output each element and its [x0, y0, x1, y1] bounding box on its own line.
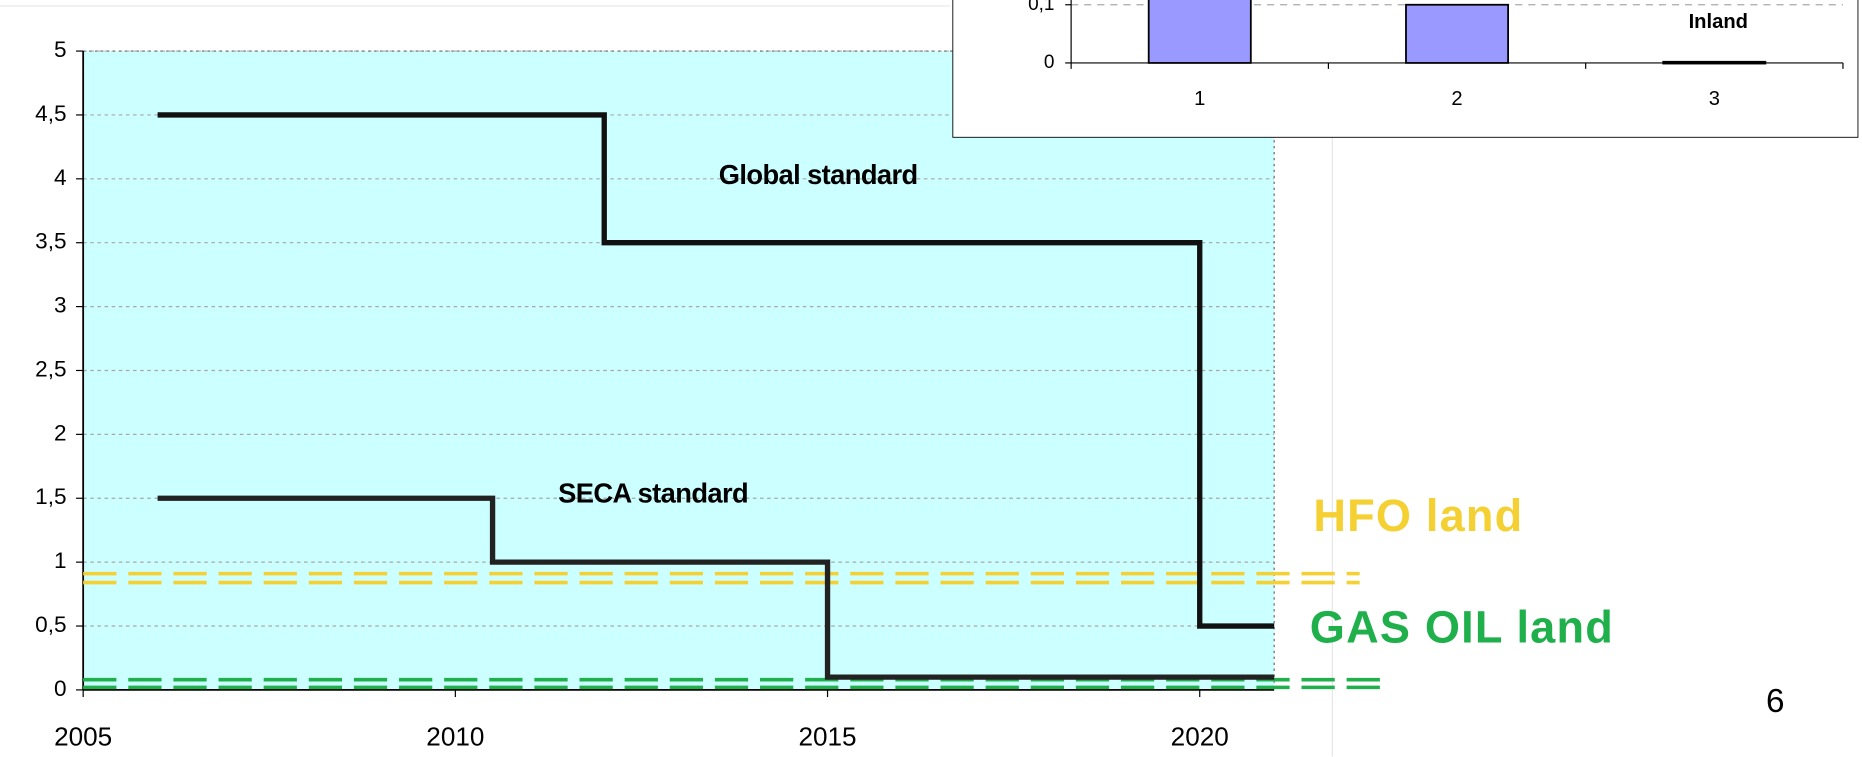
x-tick-label: 2015: [798, 722, 856, 752]
x-tick-label: 2020: [1171, 722, 1229, 752]
y-tick-label: 1: [54, 548, 67, 573]
y-tick-label: 4,5: [35, 101, 66, 126]
reference-label: GAS OIL land: [1310, 601, 1614, 652]
x-tick-label: 3: [1709, 88, 1720, 110]
bar: [1405, 3, 1509, 64]
y-tick-label: 0,5: [35, 612, 66, 637]
y-tick-label: 5: [54, 37, 67, 62]
y-tick-label: 2: [54, 420, 67, 445]
y-tick-label: 3: [54, 293, 67, 318]
x-tick-label: 2010: [426, 722, 484, 752]
x-tick-label: 2005: [54, 722, 112, 752]
y-tick-label: 1,5: [35, 484, 66, 509]
x-tick-label: 1: [1194, 88, 1205, 110]
main-chart: 0 0,5 1 1,5 2 2,5 3 3,5 4 4,5 5 2005 2010 2015 2020 Glo…: [35, 37, 1784, 751]
x-tick-label: 2: [1451, 88, 1462, 110]
page-number: 6: [1766, 683, 1784, 720]
y-tick-label: 4: [54, 165, 67, 190]
reference-label: HFO land: [1313, 490, 1523, 541]
annotation: Inland: [1689, 11, 1748, 33]
y-tick-label: 2,5: [35, 356, 66, 381]
y-tick-label: 0: [54, 676, 67, 701]
series-line: [157, 495, 1275, 680]
bar: [1662, 60, 1767, 65]
y-tick-label: 0,1: [1028, 0, 1054, 15]
y-tick-label: 3,5: [35, 229, 66, 254]
series-line: [157, 112, 1275, 629]
inset-chart: 0 0,1 1 2 3 Inland: [952, 0, 1859, 138]
series-label: SECA standard: [558, 477, 748, 508]
bar: [1147, 0, 1252, 64]
series-label: Global standard: [719, 159, 918, 190]
y-tick-label: 0: [1044, 52, 1055, 73]
